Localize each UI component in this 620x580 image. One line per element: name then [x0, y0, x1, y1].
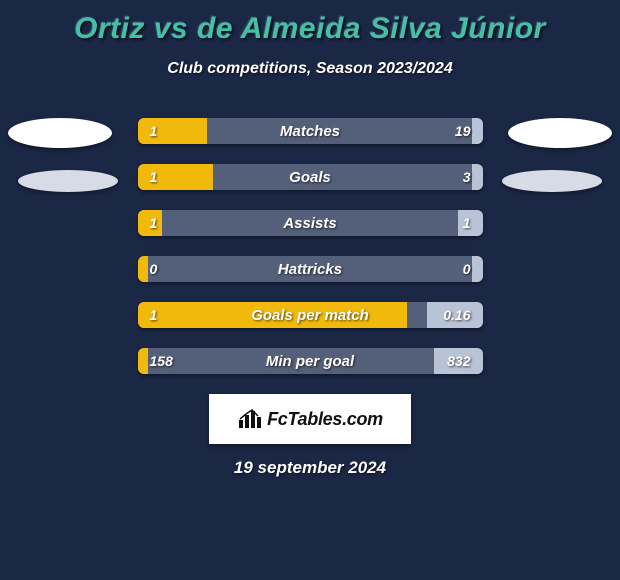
stat-label: Hattricks — [138, 256, 483, 282]
stat-label: Goals per match — [138, 302, 483, 328]
stat-label: Min per goal — [138, 348, 483, 374]
page-subtitle: Club competitions, Season 2023/2024 — [0, 60, 620, 78]
left-flag-placeholder — [18, 170, 118, 192]
left-player-badge-placeholder — [8, 118, 112, 148]
stat-row: 11Assists — [138, 210, 483, 236]
brand-badge: FcTables.com — [209, 394, 411, 444]
stat-row: 158832Min per goal — [138, 348, 483, 374]
stat-row: 00Hattricks — [138, 256, 483, 282]
stat-label: Assists — [138, 210, 483, 236]
stat-label: Matches — [138, 118, 483, 144]
stat-row: 13Goals — [138, 164, 483, 190]
comparison-bars: 119Matches 13Goals 11Assists 00Hattricks 10.… — [138, 118, 483, 374]
right-player-badge-placeholder — [508, 118, 612, 148]
comparison-infographic: Ortiz vs de Almeida Silva Júnior Club co… — [0, 0, 620, 580]
stat-row: 10.16Goals per match — [138, 302, 483, 328]
stat-row: 119Matches — [138, 118, 483, 144]
brand-bars-icon — [237, 408, 263, 430]
chart-area: 119Matches 13Goals 11Assists 00Hattricks 10.… — [0, 118, 620, 374]
right-flag-placeholder — [502, 170, 602, 192]
stat-label: Goals — [138, 164, 483, 190]
brand-text: FcTables.com — [267, 409, 383, 430]
page-title: Ortiz vs de Almeida Silva Júnior — [0, 12, 620, 46]
date-label: 19 september 2024 — [0, 458, 620, 478]
